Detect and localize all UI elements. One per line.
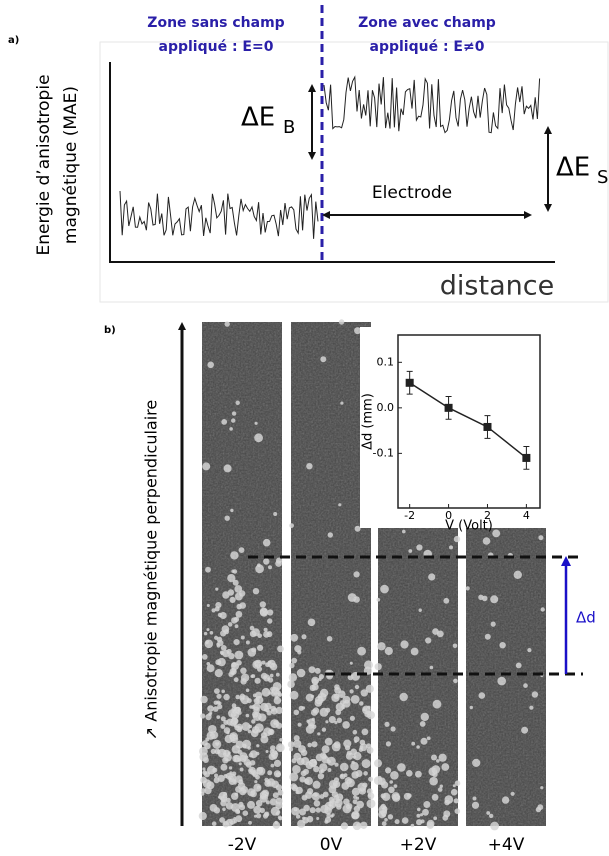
zone-label: Zone sans champ bbox=[147, 15, 284, 31]
line bbox=[409, 382, 527, 459]
y-tick-label: 0.0 bbox=[377, 401, 395, 414]
marker bbox=[405, 378, 414, 387]
electrode-label: Electrode bbox=[372, 183, 452, 203]
grain bbox=[202, 322, 282, 826]
zone-label: appliqué : E≠0 bbox=[370, 39, 485, 55]
x-axis-label: V (Volt) bbox=[445, 519, 493, 534]
x-tick-label: -2 bbox=[404, 509, 415, 522]
zone-label: Zone avec champ bbox=[358, 15, 496, 31]
inset-chart: -2 0 2 4 0.1 0.0 -0.1 V (Volt) Δd (mm) bbox=[360, 327, 548, 534]
delta-d-label: Δd bbox=[576, 609, 596, 627]
noise-traces bbox=[119, 75, 541, 239]
y-axis-label: Δd (mm) bbox=[361, 393, 376, 450]
axis-label: ↗ Anisotropie magnétique perpendiculaire bbox=[142, 400, 161, 740]
symbol: ΔE bbox=[556, 153, 590, 183]
x-tick-label: 0 bbox=[445, 509, 452, 522]
axis-label: magnétique (MAE) bbox=[61, 86, 81, 244]
x-tick-label: 4 bbox=[523, 509, 530, 522]
grain bbox=[466, 518, 546, 826]
zone-label: appliqué : E=0 bbox=[159, 39, 274, 55]
marker bbox=[483, 422, 492, 431]
y-tick-label: -0.1 bbox=[373, 446, 394, 459]
axis-label: distance bbox=[440, 271, 554, 302]
noise-trace bbox=[119, 190, 319, 239]
panel-label: a) bbox=[8, 35, 19, 46]
subscript: B bbox=[283, 117, 295, 138]
subscript: S bbox=[597, 167, 608, 188]
grain bbox=[378, 518, 458, 826]
panel-frame bbox=[99, 41, 609, 303]
marker bbox=[522, 453, 531, 462]
axis-label: Energie d’anisotropie bbox=[34, 74, 54, 255]
image-label: 0V bbox=[320, 835, 343, 855]
noise-trace bbox=[323, 75, 541, 134]
grain bbox=[291, 322, 371, 826]
plot-bg bbox=[360, 327, 548, 528]
image-label: +2V bbox=[400, 835, 437, 855]
x-tick-label: 2 bbox=[484, 509, 491, 522]
symbol: ΔE bbox=[241, 103, 275, 133]
panel-label: b) bbox=[104, 325, 116, 336]
y-tick-label: 0.1 bbox=[377, 355, 395, 368]
images: -2V 0V +2V +4V bbox=[198, 319, 546, 855]
image-label: +4V bbox=[488, 835, 525, 855]
plot-frame bbox=[397, 334, 541, 509]
axes bbox=[109, 62, 555, 263]
image-label: -2V bbox=[228, 835, 257, 855]
marker bbox=[444, 403, 453, 412]
